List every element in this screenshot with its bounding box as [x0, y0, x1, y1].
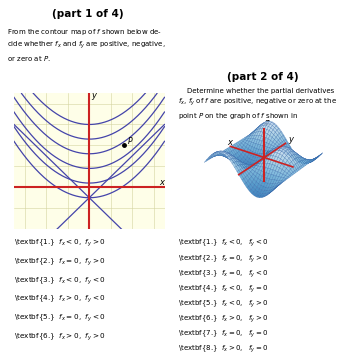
- Text: \textbf{8.}  $f_x > 0$,  $\;f_y = 0$: \textbf{8.} $f_x > 0$, $\;f_y = 0$: [178, 343, 269, 355]
- Text: \textbf{2.}  $f_x = 0$,  $\;f_y > 0$: \textbf{2.} $f_x = 0$, $\;f_y > 0$: [178, 253, 269, 265]
- Text: \textbf{4.}  $f_x > 0$,  $f_y < 0$: \textbf{4.} $f_x > 0$, $f_y < 0$: [14, 294, 106, 305]
- Text: \textbf{4.}  $f_x < 0$,  $\;f_y = 0$: \textbf{4.} $f_x < 0$, $\;f_y = 0$: [178, 283, 269, 295]
- Text: Determine whether the partial derivatives
$f_x$, $f_y$ of $f$ are positive, nega: Determine whether the partial derivative…: [178, 88, 337, 121]
- Text: \textbf{1.}  $f_x < 0$,  $f_y > 0$: \textbf{1.} $f_x < 0$, $f_y > 0$: [14, 238, 106, 250]
- Text: \textbf{3.}  $f_x = 0$,  $\;f_y < 0$: \textbf{3.} $f_x = 0$, $\;f_y < 0$: [178, 268, 269, 280]
- Text: \textbf{6.}  $f_x > 0$,  $\;f_y > 0$: \textbf{6.} $f_x > 0$, $\;f_y > 0$: [178, 313, 269, 325]
- Text: \textbf{2.}  $f_x = 0$,  $f_y > 0$: \textbf{2.} $f_x = 0$, $f_y > 0$: [14, 257, 106, 268]
- Text: (part 2 of 4): (part 2 of 4): [227, 72, 298, 82]
- Text: From the contour map of $f$ shown below de-
cide whether $f_x$ and $f_y$ are pos: From the contour map of $f$ shown below …: [7, 27, 166, 63]
- Text: \textbf{1.}  $f_x < 0$,  $\;f_y < 0$: \textbf{1.} $f_x < 0$, $\;f_y < 0$: [178, 238, 269, 250]
- Text: $y$: $y$: [91, 91, 98, 102]
- Text: \textbf{7.}  $f_x = 0$,  $\;f_y = 0$: \textbf{7.} $f_x = 0$, $\;f_y = 0$: [178, 328, 269, 340]
- Text: $x$: $x$: [159, 178, 166, 187]
- Text: \textbf{5.}  $f_x < 0$,  $\;f_y > 0$: \textbf{5.} $f_x < 0$, $\;f_y > 0$: [178, 298, 269, 310]
- Text: (part 1 of 4): (part 1 of 4): [52, 9, 123, 19]
- Text: \textbf{6.}  $f_x > 0$,  $f_y > 0$: \textbf{6.} $f_x > 0$, $f_y > 0$: [14, 331, 106, 343]
- Text: \textbf{5.}  $f_x = 0$,  $f_y < 0$: \textbf{5.} $f_x = 0$, $f_y < 0$: [14, 313, 106, 324]
- Text: $P$: $P$: [127, 135, 133, 146]
- Text: \textbf{3.}  $f_x < 0$,  $f_y < 0$: \textbf{3.} $f_x < 0$, $f_y < 0$: [14, 275, 106, 287]
